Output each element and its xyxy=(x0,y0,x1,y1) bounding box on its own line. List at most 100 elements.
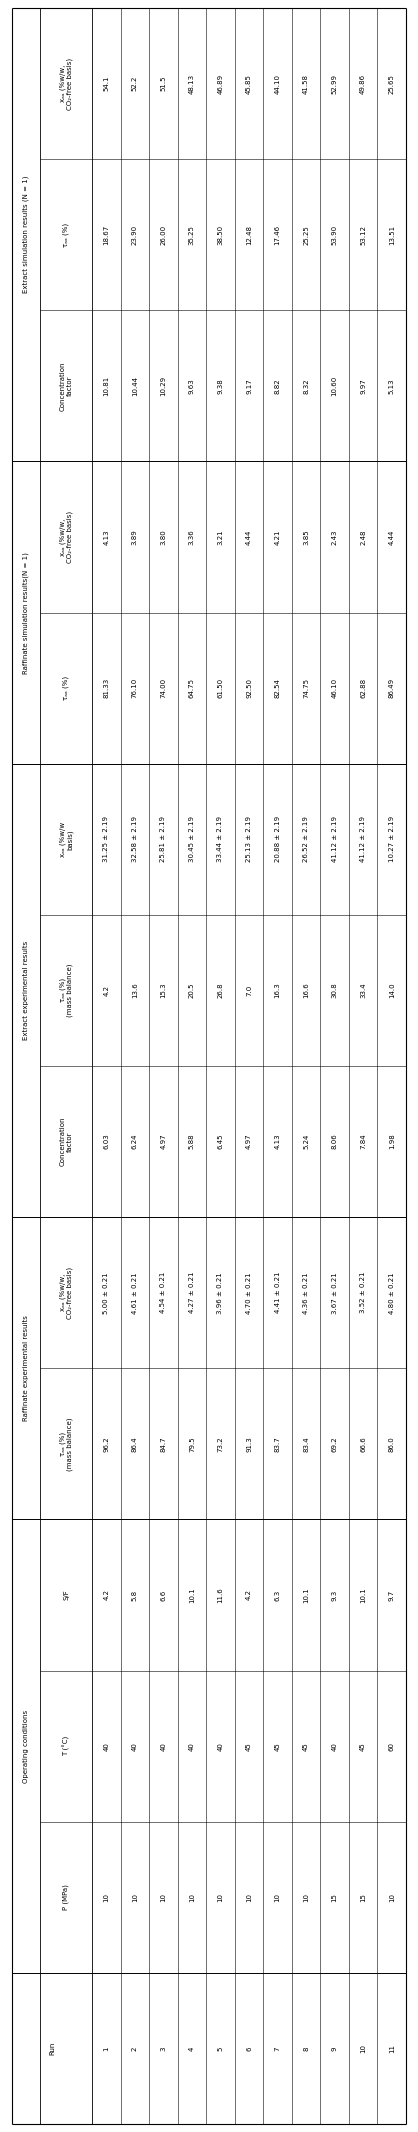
Text: 9.7: 9.7 xyxy=(389,1588,395,1601)
Text: 53.12: 53.12 xyxy=(360,224,366,245)
Text: 41.58: 41.58 xyxy=(303,75,309,94)
Text: Concentration
factor: Concentration factor xyxy=(59,1117,72,1166)
Text: 11.6: 11.6 xyxy=(217,1586,224,1603)
Text: 15.3: 15.3 xyxy=(161,983,166,998)
Text: 33.4: 33.4 xyxy=(360,983,366,998)
Text: 5.13: 5.13 xyxy=(389,377,395,394)
Text: 41.12 ± 2.19: 41.12 ± 2.19 xyxy=(331,817,338,861)
Text: 92.50: 92.50 xyxy=(246,678,252,697)
Text: 10: 10 xyxy=(360,2045,366,2053)
Text: 4.54 ± 0.21: 4.54 ± 0.21 xyxy=(161,1273,166,1313)
Text: 40: 40 xyxy=(132,1742,138,1750)
Text: 76.10: 76.10 xyxy=(132,678,138,699)
Text: 10.60: 10.60 xyxy=(331,375,338,397)
Text: 73.2: 73.2 xyxy=(217,1437,224,1452)
Text: 79.5: 79.5 xyxy=(189,1437,195,1452)
Text: 6.24: 6.24 xyxy=(132,1134,138,1149)
Text: Extract simulation results (N = 1): Extract simulation results (N = 1) xyxy=(23,177,29,294)
Text: 4.2: 4.2 xyxy=(103,1590,109,1601)
Text: Concentration
factor: Concentration factor xyxy=(59,360,72,411)
Text: 11: 11 xyxy=(389,2045,395,2053)
Text: 64.75: 64.75 xyxy=(189,678,195,697)
Text: 10: 10 xyxy=(161,1893,166,1902)
Text: 8.06: 8.06 xyxy=(331,1134,338,1149)
Text: 44.10: 44.10 xyxy=(275,75,280,94)
Text: 10.81: 10.81 xyxy=(103,375,109,397)
Text: 86.0: 86.0 xyxy=(389,1437,395,1452)
Text: 45: 45 xyxy=(303,1742,309,1750)
Text: 69.2: 69.2 xyxy=(331,1437,338,1452)
Text: 74.75: 74.75 xyxy=(303,678,309,697)
Text: 4.80 ± 0.21: 4.80 ± 0.21 xyxy=(389,1273,395,1313)
Text: Run: Run xyxy=(49,2042,55,2055)
Text: T (°C): T (°C) xyxy=(62,1735,70,1757)
Text: S/F: S/F xyxy=(63,1590,69,1601)
Text: 6.03: 6.03 xyxy=(103,1134,109,1149)
Text: 4.27 ± 0.21: 4.27 ± 0.21 xyxy=(189,1273,195,1313)
Text: 53.90: 53.90 xyxy=(331,224,338,245)
Text: 8.82: 8.82 xyxy=(275,377,280,394)
Text: 9.17: 9.17 xyxy=(246,377,252,394)
Text: xₐₐ (%w/w,
CO₂-free basis): xₐₐ (%w/w, CO₂-free basis) xyxy=(59,1266,73,1320)
Text: 4.97: 4.97 xyxy=(246,1134,252,1149)
Text: 4.13: 4.13 xyxy=(275,1134,280,1149)
Text: 40: 40 xyxy=(189,1742,195,1750)
Text: 49.86: 49.86 xyxy=(360,72,366,94)
Text: 25.13 ± 2.19: 25.13 ± 2.19 xyxy=(246,817,252,861)
Text: 35.25: 35.25 xyxy=(189,224,195,245)
Text: 26.00: 26.00 xyxy=(161,224,166,245)
Text: 6.3: 6.3 xyxy=(275,1588,280,1601)
Text: 9.38: 9.38 xyxy=(217,377,224,394)
Text: 16.6: 16.6 xyxy=(303,983,309,998)
Text: 51.5: 51.5 xyxy=(161,77,166,92)
Text: 15: 15 xyxy=(360,1893,366,1902)
Text: 17.46: 17.46 xyxy=(275,224,280,245)
Text: 83.7: 83.7 xyxy=(275,1437,280,1452)
Text: 46.89: 46.89 xyxy=(217,72,224,94)
Text: 52.99: 52.99 xyxy=(331,75,338,94)
Text: 18.67: 18.67 xyxy=(103,224,109,245)
Text: 4.2: 4.2 xyxy=(103,985,109,996)
Text: 10.1: 10.1 xyxy=(360,1586,366,1603)
Text: Raffinate simulation results(N = 1): Raffinate simulation results(N = 1) xyxy=(23,552,29,674)
Text: τₐₐ (%)
(mass balance): τₐₐ (%) (mass balance) xyxy=(59,964,73,1017)
Text: 45: 45 xyxy=(275,1742,280,1750)
Text: 81.33: 81.33 xyxy=(103,678,109,699)
Text: 33.44 ± 2.19: 33.44 ± 2.19 xyxy=(217,817,224,861)
Text: τₐₐ (%)
(mass balance): τₐₐ (%) (mass balance) xyxy=(59,1418,73,1471)
Text: 10.44: 10.44 xyxy=(132,375,138,397)
Text: 3.67 ± 0.21: 3.67 ± 0.21 xyxy=(331,1273,338,1313)
Text: 3.89: 3.89 xyxy=(132,529,138,546)
Text: 4: 4 xyxy=(189,2047,195,2051)
Text: 30.8: 30.8 xyxy=(331,983,338,998)
Text: 1: 1 xyxy=(103,2047,109,2051)
Text: 10: 10 xyxy=(275,1893,280,1902)
Text: 40: 40 xyxy=(217,1742,224,1750)
Text: 38.50: 38.50 xyxy=(217,224,224,245)
Text: 48.13: 48.13 xyxy=(189,72,195,94)
Text: τₐₐ (%): τₐₐ (%) xyxy=(63,676,69,699)
Text: 10.1: 10.1 xyxy=(303,1586,309,1603)
Text: 91.3: 91.3 xyxy=(246,1437,252,1452)
Text: 3.36: 3.36 xyxy=(189,529,195,546)
Text: P (MPa): P (MPa) xyxy=(63,1885,69,1910)
Text: 25.65: 25.65 xyxy=(389,75,395,94)
Text: 40: 40 xyxy=(161,1742,166,1750)
Text: 3: 3 xyxy=(161,2047,166,2051)
Text: 40: 40 xyxy=(331,1742,338,1750)
Text: 20.5: 20.5 xyxy=(189,983,195,998)
Text: 23.90: 23.90 xyxy=(132,224,138,245)
Text: 4.13: 4.13 xyxy=(103,529,109,546)
Text: 3.96 ± 0.21: 3.96 ± 0.21 xyxy=(217,1273,224,1313)
Text: 6: 6 xyxy=(246,2047,252,2051)
Text: 32.58 ± 2.19: 32.58 ± 2.19 xyxy=(132,817,138,861)
Text: xₐₐ (%w/w
basis): xₐₐ (%w/w basis) xyxy=(59,821,73,857)
Text: 25.81 ± 2.19: 25.81 ± 2.19 xyxy=(161,817,166,861)
Text: 6.45: 6.45 xyxy=(217,1134,224,1149)
Text: 84.7: 84.7 xyxy=(161,1437,166,1452)
Text: 8: 8 xyxy=(303,2047,309,2051)
Text: 86.49: 86.49 xyxy=(389,678,395,697)
Text: 4.21: 4.21 xyxy=(275,529,280,546)
Text: 4.36 ± 0.21: 4.36 ± 0.21 xyxy=(303,1273,309,1313)
Text: 4.2: 4.2 xyxy=(246,1590,252,1601)
